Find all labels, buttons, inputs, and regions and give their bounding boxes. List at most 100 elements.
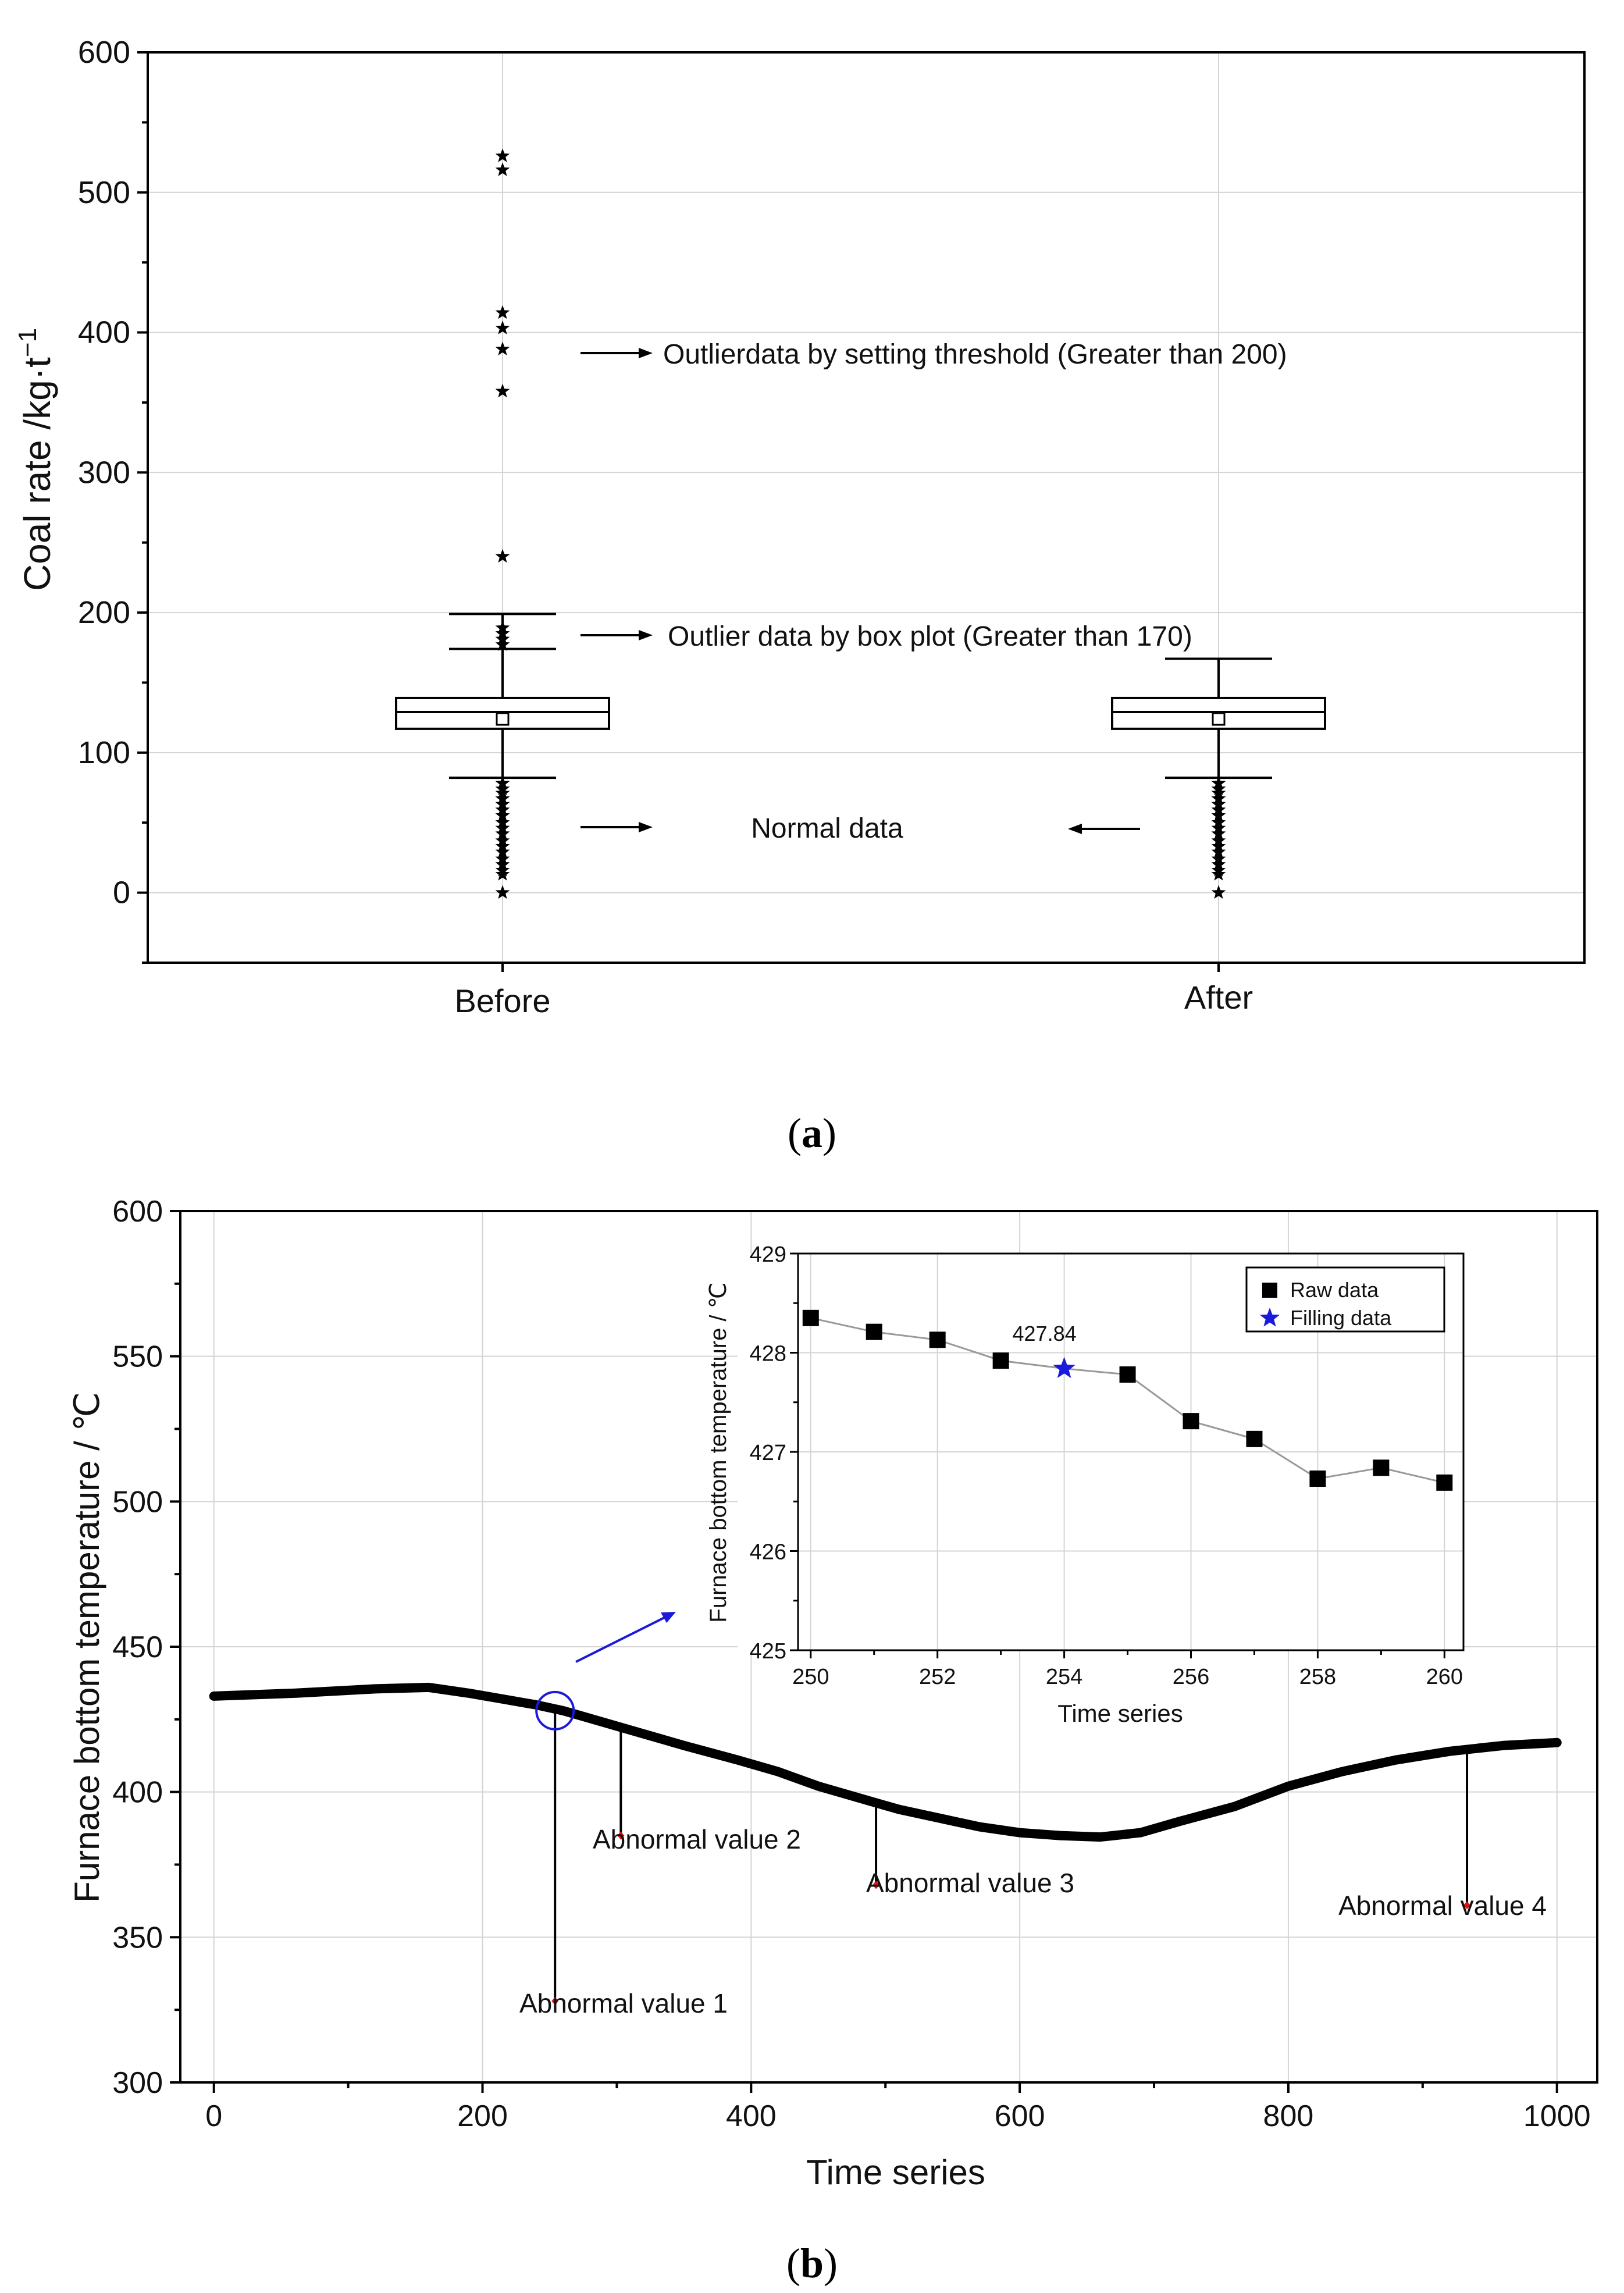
outlier-point [495, 162, 510, 176]
outlier-point [495, 885, 510, 899]
boxplot-arrow-head [639, 630, 653, 640]
panel-a-category-before: Before [455, 982, 551, 1019]
panel-a-category-after: After [1184, 979, 1253, 1016]
inset-y-axis-label: Furnace bottom temperature / ℃ [706, 1282, 731, 1622]
y-tick-label-400: 400 [112, 1776, 163, 1810]
outlier-point [495, 857, 510, 871]
y-tick-label-500: 500 [78, 175, 130, 210]
x-tick-label-0: 0 [205, 2099, 222, 2133]
y-tick-label-500: 500 [112, 1485, 163, 1519]
inset-raw-data-point [1119, 1366, 1136, 1383]
y-tick-label-450: 450 [112, 1630, 163, 1664]
inset-raw-data-point [866, 1323, 882, 1340]
panel-a-label-open: ( [788, 1110, 802, 1156]
outlier-point [495, 802, 510, 817]
panel-b-label-letter: b [800, 2240, 824, 2287]
legend-filling-data-marker [1259, 1308, 1280, 1327]
outlier-point [495, 820, 510, 835]
outlier-point [495, 626, 510, 640]
panel-b-axes: 300 350 400 450 500 550 600 0 200 400 600 800 1000 [112, 1195, 1590, 2133]
panel-a-boxes [395, 148, 1326, 899]
x-tick-label-200: 200 [457, 2099, 508, 2133]
outlier-point [495, 341, 510, 355]
inset-y-tick-label-428: 428 [750, 1342, 786, 1366]
panel-a-box-plot: 0 100 200 300 400 500 600 Before After Coal ra… [13, 35, 1586, 1156]
inset-filling-data-point [1053, 1356, 1075, 1378]
inset-raw-data-point [1309, 1470, 1326, 1487]
outlier-point [1211, 885, 1226, 899]
x-tick-label-400: 400 [726, 2099, 777, 2133]
outlier-point [495, 785, 510, 800]
inset-x-tick-label-260: 260 [1426, 1665, 1463, 1689]
outlier-point [1211, 775, 1226, 790]
outlier-point [495, 148, 510, 162]
annotation-normal-data: Normal data [751, 813, 903, 844]
y-tick-label-300: 300 [78, 455, 130, 490]
panel-b-y-axis-label: Furnace bottom temperature / ℃ [67, 1392, 106, 1903]
outlier-point [1211, 844, 1226, 859]
panel-b-label-open: ( [786, 2240, 800, 2287]
inset-x-tick-label-252: 252 [919, 1665, 956, 1689]
inset-chart: 425 426 427 428 429 250 252 254 256 258 260 427.84… [706, 1242, 1465, 1727]
outlier-point [1211, 833, 1226, 847]
abnormal-label-3: Abnormal value 3 [866, 1868, 1074, 1898]
inset-x-tick-label-258: 258 [1299, 1665, 1336, 1689]
outlier-point [1211, 820, 1226, 835]
inset-raw-data-point [802, 1309, 819, 1326]
y-tick-label-600: 600 [112, 1195, 163, 1229]
legend-raw-data-marker [1262, 1283, 1277, 1298]
outlier-point [495, 383, 510, 398]
inset-x-axis-label: Time series [1057, 1700, 1183, 1727]
outlier-point [1211, 815, 1226, 829]
inset-x-tick-label-256: 256 [1173, 1665, 1209, 1689]
legend-filling-data-label: Filling data [1290, 1306, 1392, 1330]
abnormal-label-2: Abnormal value 2 [593, 1824, 801, 1854]
inset-x-tick-label-254: 254 [1046, 1665, 1082, 1689]
outlier-point [495, 808, 510, 822]
temperature-series-line [209, 1682, 1562, 1842]
mean-marker [496, 712, 510, 726]
y-tick-label-600: 600 [78, 35, 130, 70]
outlier-point [495, 851, 510, 866]
box-after [1111, 657, 1326, 899]
normal-right-arrow-head [1068, 824, 1082, 834]
zoom-circle [535, 1690, 575, 1731]
outlier-point [495, 321, 510, 334]
annotation-boxplot-outliers: Outlier data by box plot (Greater than 1… [668, 621, 1192, 652]
outlier-point [495, 796, 510, 811]
outlier-point [495, 305, 510, 319]
panel-a-label-close: ) [822, 1110, 836, 1156]
abnormal-label-4: Abnormal value 4 [1338, 1890, 1547, 1921]
outlier-point [1211, 785, 1226, 800]
outlier-point [495, 620, 510, 635]
outlier-point [495, 549, 510, 563]
inset-raw-data-point [1246, 1430, 1263, 1447]
abnormal-label-1: Abnormal value 1 [519, 1988, 728, 2018]
inset-legend: Raw data Filling data [1245, 1266, 1445, 1333]
panel-a-y-axis-label: Coal rate /kg·t−1 [13, 328, 58, 591]
legend-raw-data-label: Raw data [1290, 1278, 1379, 1302]
threshold-arrow-head [639, 348, 653, 358]
mean-marker [1212, 712, 1226, 726]
x-tick-label-1000: 1000 [1523, 2099, 1591, 2133]
inset-legend-box [1245, 1266, 1445, 1333]
y-tick-label-300: 300 [112, 2066, 163, 2100]
outlier-point [1211, 857, 1226, 871]
inset-y-tick-label-429: 429 [750, 1242, 786, 1267]
outlier-point [1211, 826, 1226, 840]
x-tick-label-800: 800 [1263, 2099, 1314, 2133]
outlier-point [495, 844, 510, 859]
outlier-point [495, 863, 510, 877]
outlier-point [495, 775, 510, 790]
panel-a-y-axis-label-main: Coal rate /kg·t [16, 357, 58, 591]
abnormal-point-3 [872, 1881, 880, 1889]
outlier-point [1211, 867, 1226, 881]
panel-b-label-close: ) [824, 2240, 838, 2287]
panel-b-series: Abnormal value 1 Abnormal value 2 Abnormal… [209, 1612, 1562, 2018]
abnormal-point-4 [1463, 1901, 1471, 1910]
inset-y-tick-label-425: 425 [750, 1639, 786, 1664]
outlier-point [495, 631, 510, 646]
panel-a-y-axis: 0 100 200 300 400 500 600 [78, 35, 1220, 972]
panel-b-label: (b) [786, 2240, 838, 2287]
